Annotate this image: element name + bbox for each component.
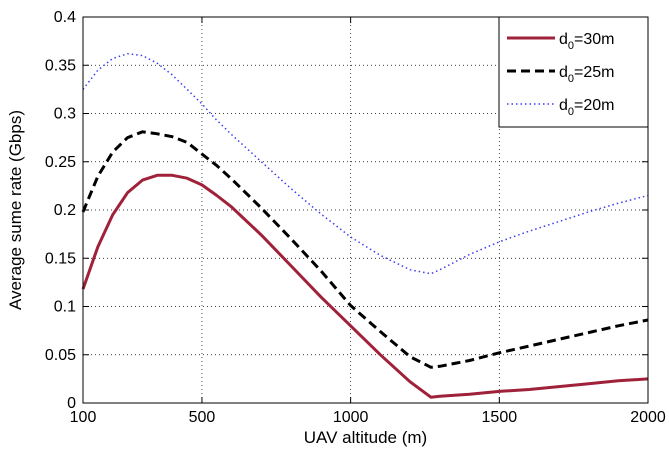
x-tick-label: 1000 (333, 409, 369, 426)
y-tick-label: 0 (67, 395, 76, 412)
legend-label: d0=25m (559, 64, 615, 85)
series-line (81, 173, 649, 399)
series-lines (81, 52, 649, 399)
y-tick-label: 0.2 (54, 202, 76, 219)
x-tick-label: 2000 (630, 409, 666, 426)
x-tick-label: 100 (70, 409, 97, 426)
axis-ticks: 100 500 1000 1500 2000 0 0.05 0.1 0.15 0.2 0.25 0.3… (45, 9, 666, 426)
y-axis-label: Average sume rate (Gbps) (6, 110, 25, 310)
y-tick-label: 0.35 (45, 57, 76, 74)
y-tick-label: 0.15 (45, 250, 76, 267)
x-axis-label: UAV altitude (m) (304, 428, 427, 447)
series-line (82, 52, 649, 275)
y-tick-label: 0.3 (54, 106, 76, 123)
y-tick-label: 0.1 (54, 299, 76, 316)
y-tick-label: 0.4 (54, 9, 76, 26)
y-tick-label: 0.05 (45, 347, 76, 364)
y-tick-label: 0.25 (45, 154, 76, 171)
x-tick-label: 1500 (482, 409, 518, 426)
x-tick-label: 500 (189, 409, 216, 426)
legend: d0=30m d0=25m d0=20m (498, 16, 649, 128)
legend-label: d0=20m (559, 97, 615, 118)
legend-label: d0=30m (559, 31, 615, 52)
